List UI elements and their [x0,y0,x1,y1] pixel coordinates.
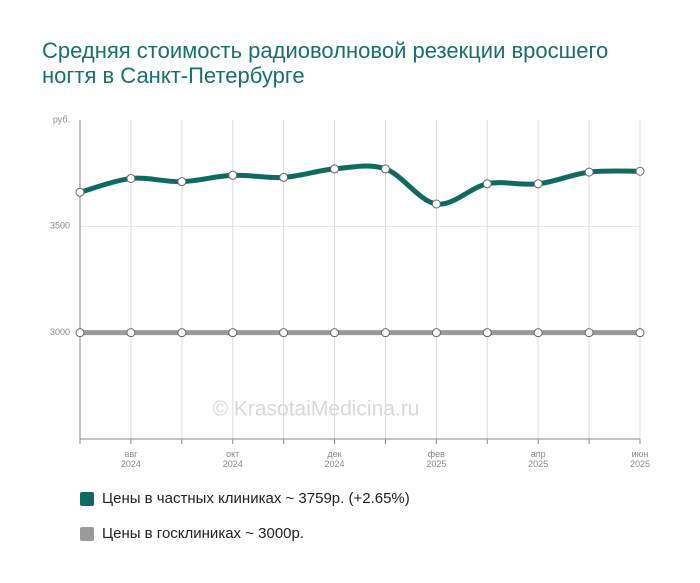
y-tick-label: 3500 [50,221,70,231]
data-point [279,328,289,338]
data-point [75,328,85,338]
x-tick-label: дек 2024 [324,449,345,469]
x-tick-label: окт 2024 [222,449,243,469]
chart-title: Средняя стоимость радиоволновой резекции… [42,38,609,88]
data-point [533,179,543,189]
series-line [79,163,641,207]
legend-swatch [80,526,94,541]
x-tick-label: апр 2025 [528,449,549,469]
data-point [482,179,492,189]
data-point [75,187,85,197]
data-point [431,328,441,338]
x-tick-label: июн 2025 [629,449,651,469]
data-point [380,328,390,338]
y-unit: руб. [53,114,70,124]
data-point [177,177,187,187]
data-point [279,172,289,182]
data-point [431,199,441,209]
legend-item: Цены в госклиниках ~ 3000р. [80,525,304,542]
data-point [177,328,187,338]
legend-item: Цены в частных клиниках ~ 3759р. (+2.65%… [80,490,410,507]
x-tick-label: фев 2025 [426,449,447,469]
data-point [126,173,136,183]
watermark: © KrasotaiMedicina.ru [213,398,420,421]
data-point [330,164,340,174]
y-tick-label: 3000 [50,327,70,337]
legend-swatch [80,491,94,506]
data-point [584,328,594,338]
data-point [635,166,645,176]
legend-label: Цены в госклиниках ~ 3000р. [102,525,305,542]
data-point [635,328,645,338]
legend-label: Цены в частных клиниках ~ 3759р. (+2.65%… [102,490,410,507]
data-point [380,164,390,174]
data-point [482,328,492,338]
x-tick-label: авг 2024 [120,449,141,469]
data-point [126,328,136,338]
data-point [584,167,594,177]
data-point [330,328,340,338]
data-point [228,328,238,338]
data-point [228,170,238,180]
data-point [533,328,543,338]
